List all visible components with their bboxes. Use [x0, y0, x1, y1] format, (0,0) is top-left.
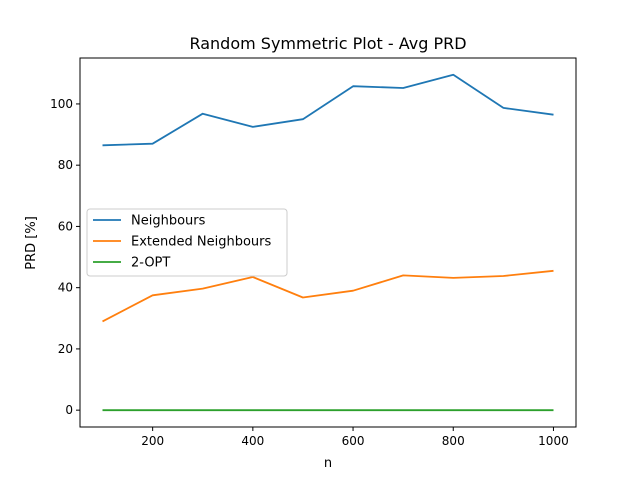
y-axis-label: PRD [%] [24, 216, 39, 270]
legend-label-3: 2-OPT [131, 256, 170, 271]
x-axis-label: n [324, 456, 332, 471]
x-tick-label: 800 [442, 434, 465, 448]
plot-area: 200 400 600 800 1000 0 20 40 60 80 100 [50, 57, 577, 448]
legend-box [86, 208, 288, 277]
y-tick-label: 0 [65, 403, 73, 417]
x-tick-label: 400 [241, 434, 264, 448]
y-tick-label: 60 [58, 219, 73, 233]
chart-title: Random Symmetric Plot - Avg PRD [189, 34, 466, 53]
series-line-1 [102, 73, 554, 147]
legend: Neighbours Extended Neighbours 2-OPT [86, 208, 288, 277]
axes-frame [79, 57, 577, 428]
series-line-2 [102, 269, 554, 323]
x-tick-label: 600 [342, 434, 365, 448]
y-tick-label: 80 [58, 158, 73, 172]
legend-label-2: Extended Neighbours [131, 235, 271, 250]
x-tick-label: 200 [141, 434, 164, 448]
x-tick-label: 1000 [538, 434, 569, 448]
legend-label-1: Neighbours [131, 214, 206, 229]
y-tick-label: 40 [58, 281, 73, 295]
y-tick-label: 100 [50, 97, 73, 111]
y-tick-label: 20 [58, 342, 73, 356]
